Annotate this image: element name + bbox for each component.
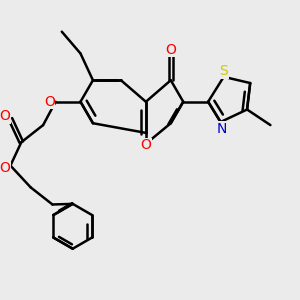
Text: O: O	[0, 110, 10, 123]
Text: O: O	[0, 161, 10, 175]
Text: S: S	[219, 64, 228, 78]
Text: O: O	[140, 138, 151, 152]
Text: O: O	[44, 95, 55, 109]
Text: N: N	[217, 122, 227, 136]
Text: O: O	[165, 43, 176, 57]
